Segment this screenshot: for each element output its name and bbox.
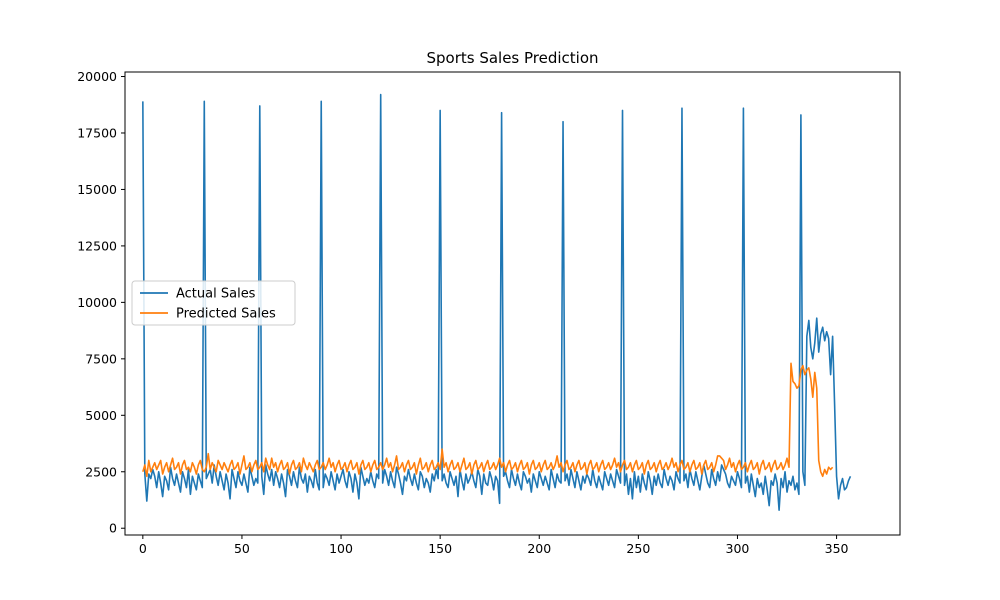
y-tick-label: 0 [109,521,117,536]
y-tick-label: 17500 [77,125,117,140]
y-tick-label: 12500 [77,238,117,253]
x-tick-label: 150 [428,541,452,556]
x-tick-label: 350 [825,541,849,556]
y-tick-label: 15000 [77,182,117,197]
y-tick-label: 2500 [85,464,117,479]
x-tick-label: 200 [527,541,551,556]
y-axis: 0 2500 5000 7500 10000 12500 15000 17500 20000 [77,69,125,536]
plot-frame [124,71,901,536]
legend: Actual Sales Predicted Sales [131,280,296,326]
x-tick-label: 0 [139,541,147,556]
chart-title: Sports Sales Prediction [426,49,598,67]
x-tick-label: 100 [329,541,353,556]
series-line-predicted-sales [142,362,834,478]
x-tick-label: 250 [626,541,650,556]
x-axis: 0 50 100 150 200 250 300 350 [139,535,849,556]
legend-box [131,280,296,326]
y-tick-label: 5000 [85,408,117,423]
legend-label: Predicted Sales [176,307,276,322]
y-tick-label: 10000 [77,295,117,310]
y-tick-label: 7500 [85,351,117,366]
legend-label: Actual Sales [176,287,256,302]
x-tick-label: 50 [234,541,250,556]
y-tick-label: 20000 [77,69,117,84]
x-tick-label: 300 [726,541,750,556]
